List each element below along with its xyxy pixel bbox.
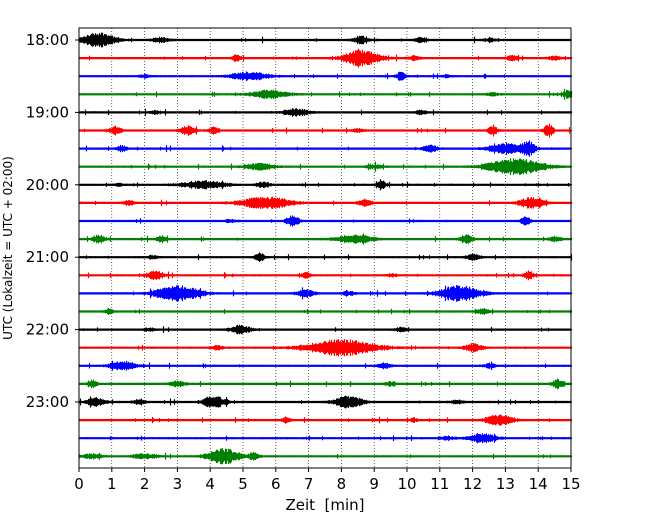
y-tick-label: 20:00 <box>26 176 69 194</box>
x-tick-label: 5 <box>238 475 248 493</box>
x-tick-label: 0 <box>74 475 84 493</box>
x-tick-label: 3 <box>173 475 183 493</box>
x-tick-label: 10 <box>397 475 416 493</box>
vertical-grid <box>111 28 539 468</box>
x-tick-label: 13 <box>496 475 515 493</box>
y-tick-label: 21:00 <box>26 248 69 266</box>
plot-area <box>78 27 573 469</box>
y-axis-ticks: 18:00 19:00 20:00 21:00 22:00 23:00 <box>26 31 79 411</box>
x-axis-ticks: 0 1 2 3 4 5 6 7 8 9 10 11 12 13 14 15 <box>74 468 581 493</box>
y-tick-label: 19:00 <box>26 103 69 121</box>
plot-border <box>78 27 572 469</box>
y-tick-label: 23:00 <box>26 393 69 411</box>
x-tick-label: 6 <box>271 475 281 493</box>
y-tick-label: 18:00 <box>26 31 69 49</box>
x-axis-title: Zeit [min] <box>285 496 364 514</box>
x-tick-label: 11 <box>430 475 449 493</box>
y-axis-title: UTC (Lokalzeit = UTC + 02:00) <box>1 156 15 340</box>
x-tick-label: 4 <box>205 475 215 493</box>
x-tick-label: 14 <box>529 475 548 493</box>
x-tick-label: 1 <box>107 475 117 493</box>
x-tick-label: 2 <box>140 475 150 493</box>
seismic-traces <box>78 32 573 465</box>
x-tick-label: 7 <box>304 475 314 493</box>
x-tick-label: 9 <box>369 475 379 493</box>
y-tick-label: 22:00 <box>26 321 69 339</box>
x-tick-label: 12 <box>463 475 482 493</box>
x-tick-label: 8 <box>337 475 347 493</box>
x-tick-label: 15 <box>561 475 580 493</box>
plot-frame <box>79 28 571 468</box>
